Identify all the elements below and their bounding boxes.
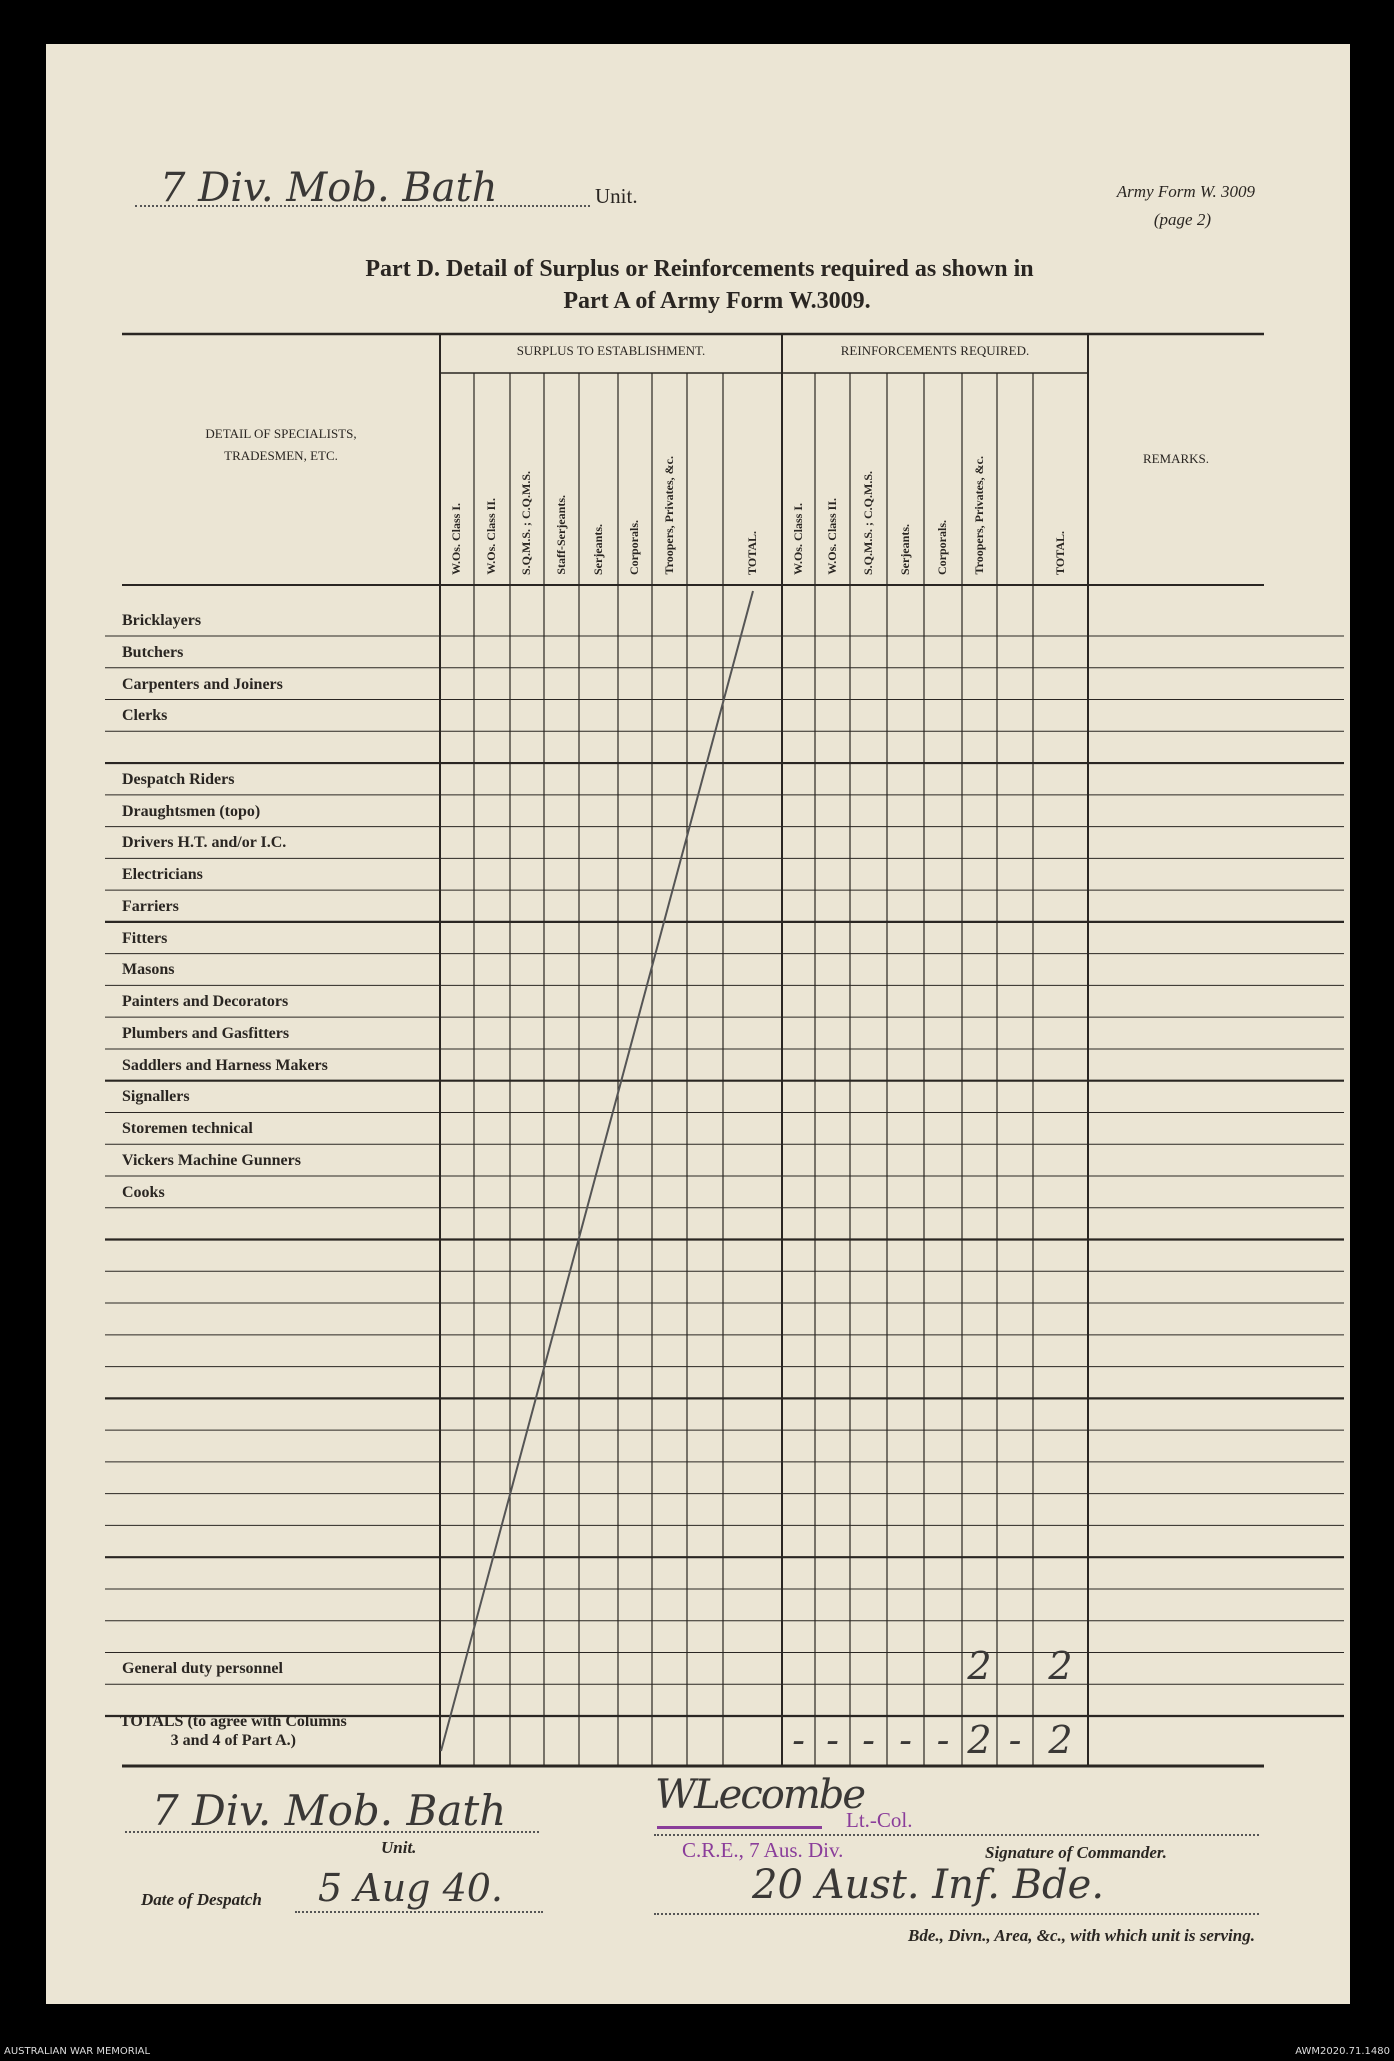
column-header: Troopers, Privates, &c. [971, 456, 986, 575]
row-label: Vickers Machine Gunners [122, 1152, 301, 1169]
footer-unit-handwritten: 7 Div. Mob. Bath [152, 1786, 507, 1835]
formation-label: Bde., Divn., Area, &c., with which unit … [908, 1926, 1255, 1945]
column-header: W.Os. Class II. [824, 498, 839, 575]
row-label: Drivers H.T. and/or I.C. [122, 834, 287, 852]
unit-dotted-line [135, 205, 590, 207]
footer-unit-label: Unit. [381, 1838, 417, 1857]
row-label: Carpenters and Joiners [122, 675, 283, 693]
column-header: Corporals. [935, 520, 949, 575]
footer-unit-line [125, 1831, 539, 1833]
row-label: Cooks [122, 1183, 165, 1201]
row-label: Clerks [122, 707, 168, 725]
unit-label: Unit. [595, 184, 638, 208]
row-label: Electricians [122, 866, 203, 884]
archive-caption-right: AWM2020.71.1480 [1295, 2046, 1390, 2057]
remarks-header: REMARKS. [1142, 451, 1210, 466]
totals-label-line1: TOTALS (to agree with Columns [120, 1713, 347, 1730]
row-label: Plumbers and Gasfitters [122, 1024, 290, 1042]
row-label: Storemen technical [122, 1120, 253, 1138]
general-duty-total-value: 2 [1048, 1644, 1073, 1689]
totals-value: - [792, 1718, 805, 1762]
detail-header-line2: TRADESMEN, ETC. [224, 448, 338, 463]
form-title-line1: Part D. Detail of Surplus or Reinforceme… [365, 256, 1034, 282]
strikethrough-diagonal [440, 590, 754, 1752]
totals-value: - [899, 1718, 912, 1762]
totals-label: TOTALS (to agree with Columns 3 and 4 of… [120, 1712, 347, 1750]
column-header: W.Os. Class II. [484, 498, 498, 575]
formation-line [654, 1913, 1259, 1915]
unit-handwritten: 7 Div. Mob. Bath [160, 165, 498, 211]
column-header: S.Q.M.S. ; C.Q.M.S. [860, 470, 875, 575]
row-label: Masons [122, 961, 175, 979]
general-duty-troopers-value: 2 [967, 1644, 992, 1689]
date-line [295, 1911, 543, 1913]
form-sheet [46, 44, 1350, 2004]
form-title-line2: Part A of Army Form W.3009. [563, 288, 871, 314]
totals-value: - [1008, 1718, 1022, 1762]
totals-value: - [862, 1718, 875, 1762]
row-label: Despatch Riders [122, 770, 235, 788]
row-label: Fitters [122, 929, 168, 947]
column-header: Serjeants. [897, 524, 912, 575]
rank-stamp: Lt.-Col. [846, 1808, 913, 1832]
column-header: W.Os. Class I. [790, 503, 805, 575]
column-header: TOTAL. [1052, 531, 1067, 575]
surplus-header: SURPLUS TO ESTABLISHMENT. [516, 343, 706, 358]
date-handwritten: 5 Aug 40. [318, 1866, 504, 1910]
row-label: Farriers [122, 897, 179, 915]
row-label: Signallers [122, 1088, 190, 1106]
column-header: Troopers, Privates, &c. [661, 456, 676, 575]
row-label: Butchers [122, 643, 184, 661]
row-label: Painters and Decorators [122, 993, 289, 1011]
commander-signature: WLecombe [655, 1772, 866, 1818]
column-header: Corporals. [627, 520, 641, 575]
totals-value: 2 [1048, 1718, 1073, 1762]
formation-handwritten: 20 Aust. Inf. Bde. [752, 1862, 1105, 1908]
form-page: (page 2) [1153, 210, 1211, 229]
row-label: Saddlers and Harness Makers [122, 1056, 328, 1074]
totals-value: 2 [967, 1718, 992, 1762]
form-name: Army Form W. 3009 [1116, 182, 1255, 201]
totals-value: - [936, 1718, 950, 1762]
column-header: S.Q.M.S. ; C.Q.M.S. [519, 470, 533, 575]
detail-header: DETAIL OF SPECIALISTS, TRADESMEN, ETC. [122, 423, 440, 467]
signature-label: Signature of Commander. [985, 1843, 1167, 1862]
totals-label-line2: 3 and 4 of Part A.) [170, 1732, 296, 1749]
archive-caption-left: AUSTRALIAN WAR MEMORIAL [4, 2046, 151, 2057]
signature-underline [657, 1826, 822, 1829]
row-label: Bricklayers [122, 612, 202, 629]
date-label: Date of Despatch [141, 1890, 262, 1909]
column-header: Staff-Serjeants. [553, 495, 568, 575]
signature-line [654, 1834, 1259, 1836]
reinforcements-header: REINFORCEMENTS REQUIRED. [840, 343, 1030, 358]
row-label: Draughtsmen (topo) [122, 802, 261, 820]
row-label: General duty personnel [122, 1660, 283, 1678]
detail-header-line1: DETAIL OF SPECIALISTS, [205, 426, 357, 441]
column-header: Serjeants. [590, 524, 605, 575]
column-header: TOTAL. [744, 531, 759, 575]
column-header: W.Os. Class I. [449, 503, 463, 575]
unit-stamp: C.R.E., 7 Aus. Div. [682, 1838, 844, 1862]
totals-value: - [826, 1718, 839, 1762]
